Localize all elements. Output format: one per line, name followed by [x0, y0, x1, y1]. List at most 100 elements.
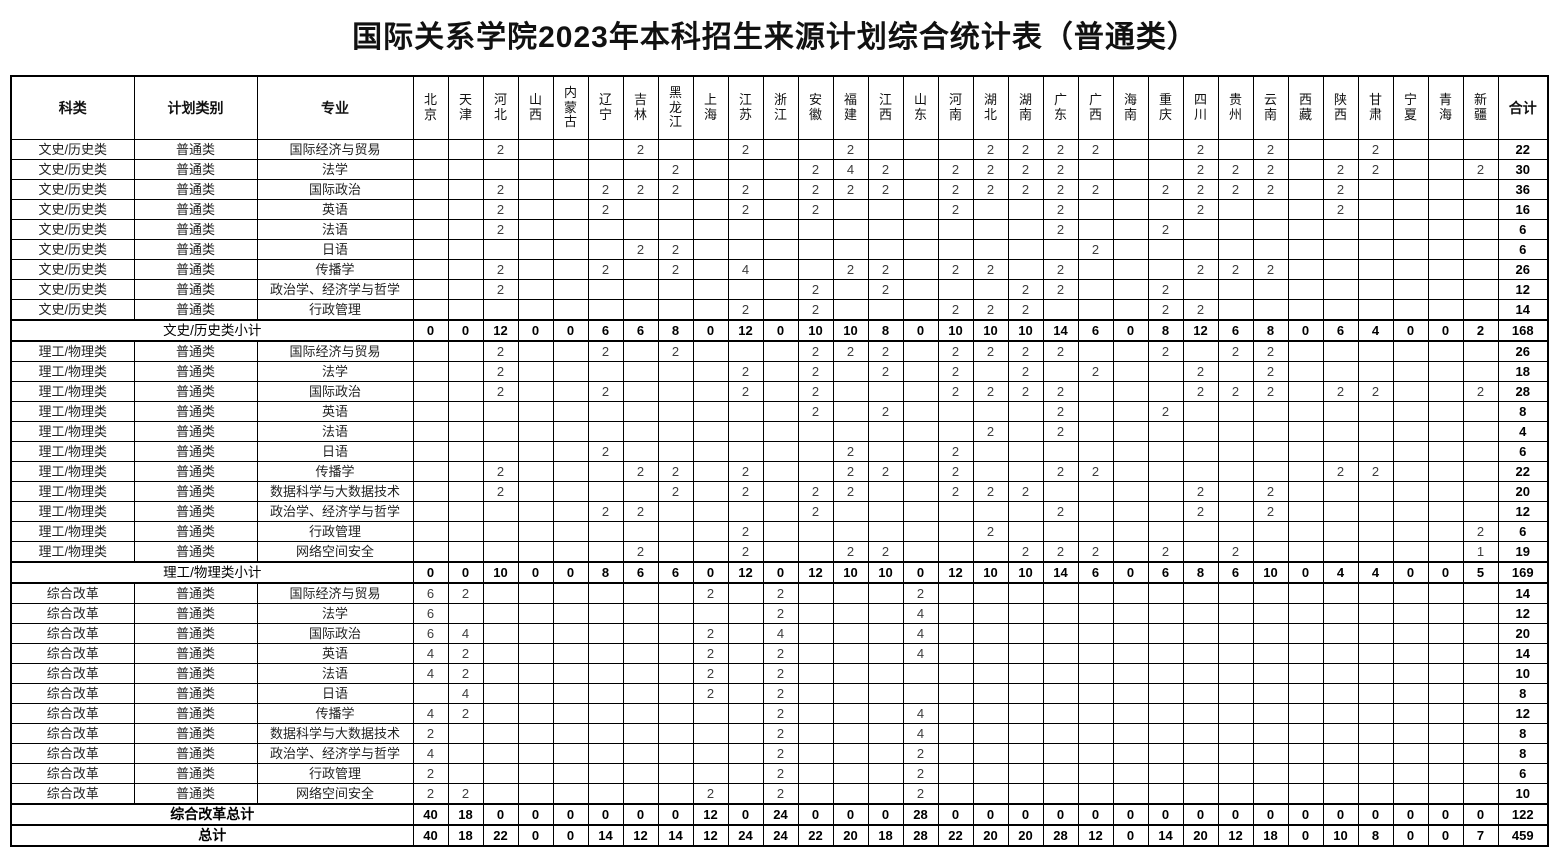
- header-province-2: 天 津: [447, 75, 484, 140]
- cell-value: [1287, 381, 1324, 402]
- cell-value: 6: [1322, 319, 1359, 342]
- cell-value: [762, 239, 799, 260]
- table-row: 综合改革 普通类 国际政治 6 4 2 4 4 20: [10, 623, 1549, 644]
- cell-value: 2: [832, 179, 869, 200]
- cell-value: [1182, 279, 1219, 300]
- cell-value: [587, 481, 624, 502]
- cell-total: 6: [1497, 219, 1549, 240]
- cell-value: 40: [412, 824, 449, 847]
- cell-value: [1392, 501, 1429, 522]
- cell-value: 10: [1322, 824, 1359, 847]
- cell-value: [1322, 401, 1359, 422]
- cell-value: 2: [832, 259, 869, 280]
- cell-total: 6: [1497, 521, 1549, 542]
- cell-category: 综合改革: [10, 743, 135, 764]
- cell-value: [692, 199, 729, 220]
- cell-value: [1287, 461, 1324, 482]
- cell-value: 2: [1217, 541, 1254, 563]
- cell-plan: 普通类: [133, 703, 258, 724]
- header-province-18: 湖 南: [1007, 75, 1044, 140]
- cell-value: [1112, 461, 1149, 482]
- cell-value: [552, 603, 589, 624]
- cell-value: [937, 521, 974, 542]
- cell-value: [1287, 783, 1324, 805]
- cell-value: [447, 259, 484, 280]
- cell-value: 0: [1427, 319, 1464, 342]
- cell-value: [762, 361, 799, 382]
- cell-value: [1077, 603, 1114, 624]
- cell-category: 理工/物理类: [10, 401, 135, 422]
- cell-plan: 普通类: [133, 461, 258, 482]
- cell-value: [1427, 723, 1464, 744]
- table-row: 理工/物理类 普通类 传播学 2 2 2 2 2 2 2 2 2 2 2 22: [10, 461, 1549, 482]
- cell-value: [1357, 199, 1394, 220]
- cell-value: [1217, 139, 1254, 160]
- cell-value: [937, 279, 974, 300]
- cell-plan: 普通类: [133, 521, 258, 542]
- cell-total: 10: [1497, 783, 1549, 805]
- cell-value: 2: [727, 299, 764, 321]
- cell-value: [1042, 361, 1079, 382]
- cell-value: 12: [727, 319, 764, 342]
- cell-value: 2: [972, 179, 1009, 200]
- cell-value: [412, 481, 449, 502]
- cell-value: 8: [587, 561, 624, 584]
- cell-value: [552, 481, 589, 502]
- cell-value: [762, 461, 799, 482]
- cell-value: 2: [447, 582, 484, 604]
- cell-value: [692, 179, 729, 200]
- cell-value: [797, 421, 834, 442]
- cell-major: 国际经济与贸易: [256, 139, 414, 160]
- cell-value: 0: [517, 319, 554, 342]
- cell-value: [517, 663, 554, 684]
- table-row: 理工/物理类 普通类 行政管理 2 2 2 6: [10, 521, 1549, 542]
- cell-value: [1077, 501, 1114, 522]
- cell-value: [1042, 643, 1079, 664]
- cell-value: [937, 401, 974, 422]
- cell-value: [692, 279, 729, 300]
- cell-value: [552, 743, 589, 764]
- cell-value: [692, 299, 729, 321]
- cell-value: 2: [832, 340, 869, 362]
- cell-value: 0: [447, 561, 484, 584]
- cell-value: [1217, 783, 1254, 805]
- cell-value: [1287, 299, 1324, 321]
- cell-value: [972, 401, 1009, 422]
- cell-value: 2: [1007, 139, 1044, 160]
- cell-value: [867, 299, 904, 321]
- cell-value: 2: [1042, 541, 1079, 563]
- cell-value: 0: [657, 803, 694, 826]
- cell-value: [937, 603, 974, 624]
- cell-value: [727, 401, 764, 422]
- cell-value: [1427, 381, 1464, 402]
- cell-value: [1462, 179, 1499, 200]
- cell-value: [1287, 139, 1324, 160]
- cell-value: [937, 763, 974, 784]
- cell-value: [692, 441, 729, 462]
- cell-value: 2: [797, 481, 834, 502]
- cell-value: [447, 461, 484, 482]
- cell-value: 12: [937, 561, 974, 584]
- cell-value: [447, 501, 484, 522]
- cell-value: [1112, 361, 1149, 382]
- cell-value: 2: [657, 481, 694, 502]
- cell-value: [1182, 623, 1219, 644]
- cell-value: [552, 703, 589, 724]
- cell-value: [1182, 683, 1219, 704]
- cell-value: [1182, 582, 1219, 604]
- cell-value: [1392, 199, 1429, 220]
- summary-label: 综合改革总计: [10, 803, 414, 826]
- cell-value: [482, 501, 519, 522]
- cell-value: [1392, 663, 1429, 684]
- cell-value: 2: [1322, 461, 1359, 482]
- cell-value: [517, 743, 554, 764]
- cell-value: [657, 279, 694, 300]
- cell-value: [1427, 743, 1464, 764]
- table-header: 科类 计划类别 专业北 京天 津河 北山 西内 蒙 古辽 宁吉 林黑 龙 江上 海江…: [10, 75, 1549, 140]
- cell-value: [1357, 603, 1394, 624]
- cell-value: [1392, 219, 1429, 240]
- cell-major: 网络空间安全: [256, 783, 414, 805]
- cell-value: [657, 541, 694, 563]
- cell-value: 0: [1427, 561, 1464, 584]
- cell-value: [1077, 521, 1114, 542]
